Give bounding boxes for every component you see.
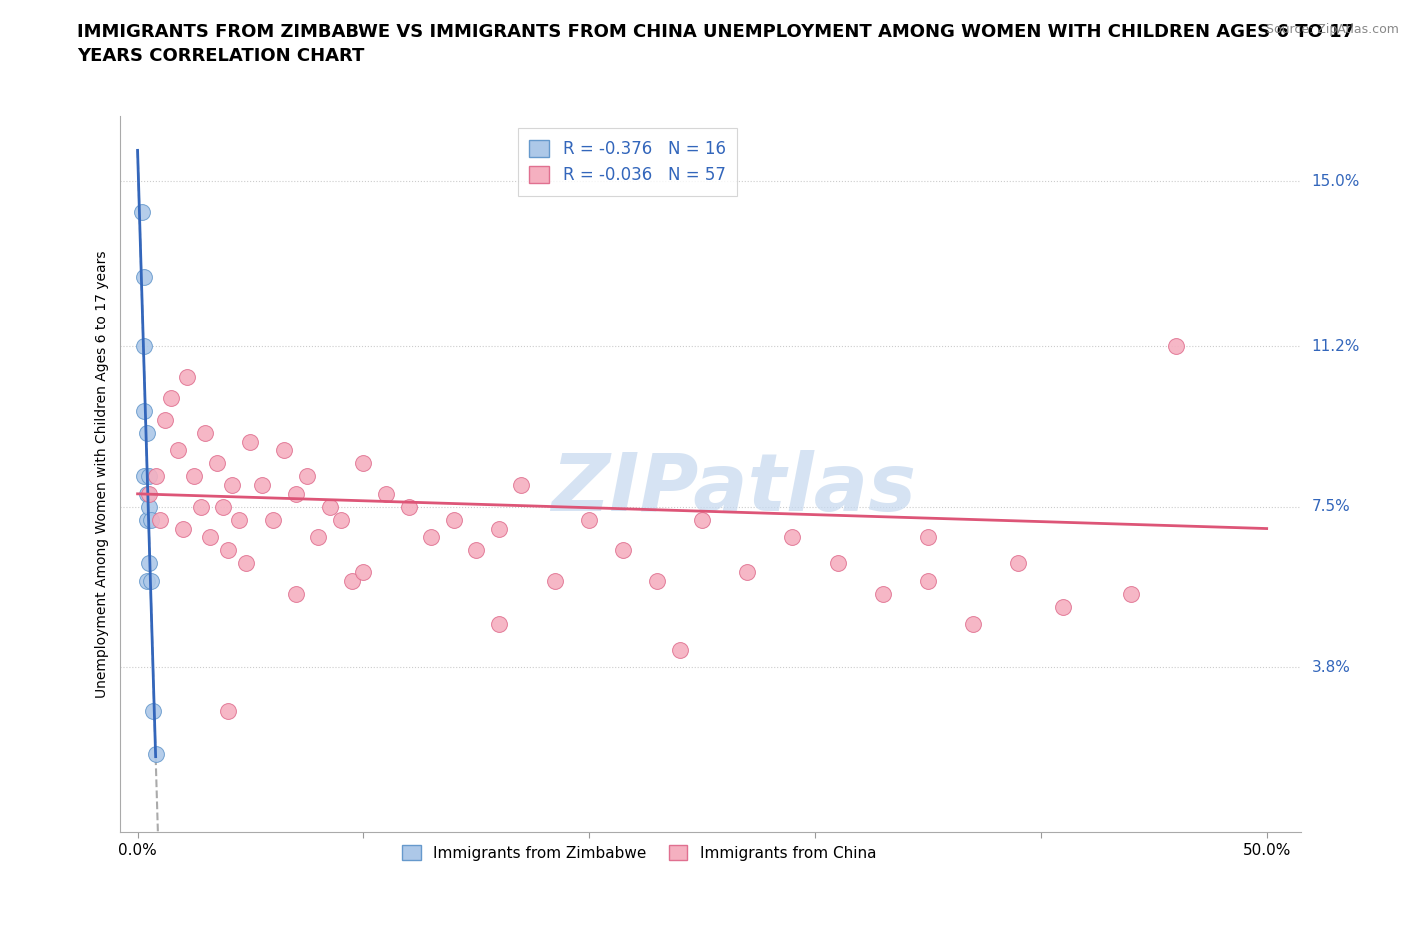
Point [217, 543, 239, 558]
Point [307, 530, 329, 545]
Point [668, 643, 690, 658]
Point [295, 469, 318, 484]
Point [183, 469, 205, 484]
Point [352, 565, 374, 579]
Text: IMMIGRANTS FROM ZIMBABWE VS IMMIGRANTS FROM CHINA UNEMPLOYMENT AMONG WOMEN WITH : IMMIGRANTS FROM ZIMBABWE VS IMMIGRANTS F… [77, 23, 1354, 65]
Point [1007, 556, 1029, 571]
Point [172, 521, 194, 536]
Point [262, 512, 284, 527]
Point [782, 530, 804, 545]
Point [198, 530, 221, 545]
Point [284, 486, 307, 501]
Point [160, 391, 183, 405]
Point [134, 469, 156, 484]
Point [1052, 599, 1074, 614]
Point [190, 499, 212, 514]
Point [205, 456, 228, 471]
Point [134, 270, 156, 285]
Point [235, 556, 257, 571]
Point [398, 499, 420, 514]
Point [134, 404, 156, 418]
Point [139, 512, 162, 527]
Point [1166, 339, 1188, 353]
Point [149, 512, 172, 527]
Point [139, 573, 162, 588]
Point [578, 512, 600, 527]
Y-axis label: Unemployment Among Women with Children Ages 6 to 17 years: Unemployment Among Women with Children A… [96, 250, 110, 698]
Point [153, 413, 176, 428]
Point [329, 512, 352, 527]
Legend: Immigrants from Zimbabwe, Immigrants from China: Immigrants from Zimbabwe, Immigrants fro… [391, 834, 887, 871]
Point [167, 443, 190, 458]
Point [510, 478, 533, 493]
Point [273, 443, 295, 458]
Point [194, 426, 217, 441]
Point [138, 499, 160, 514]
Point [443, 512, 465, 527]
Point [827, 556, 849, 571]
Point [917, 530, 939, 545]
Point [962, 617, 984, 631]
Point [145, 469, 167, 484]
Text: 11.2%: 11.2% [1312, 339, 1360, 353]
Point [284, 586, 307, 601]
Point [1121, 586, 1143, 601]
Point [135, 426, 157, 441]
Point [250, 478, 273, 493]
Point [221, 478, 243, 493]
Point [465, 543, 488, 558]
Point [145, 747, 167, 762]
Point [737, 565, 759, 579]
Point [645, 573, 668, 588]
Point [872, 586, 894, 601]
Point [135, 486, 157, 501]
Point [239, 434, 262, 449]
Text: 7.5%: 7.5% [1312, 499, 1350, 514]
Point [917, 573, 939, 588]
Point [134, 339, 156, 353]
Point [138, 469, 160, 484]
Text: 15.0%: 15.0% [1312, 174, 1360, 189]
Point [135, 573, 157, 588]
Point [228, 512, 250, 527]
Point [544, 573, 567, 588]
Point [217, 703, 239, 718]
Point [138, 556, 160, 571]
Point [690, 512, 713, 527]
Point [142, 703, 165, 718]
Point [488, 521, 510, 536]
Point [375, 486, 398, 501]
Point [318, 499, 340, 514]
Point [131, 205, 153, 219]
Point [612, 543, 634, 558]
Point [352, 456, 374, 471]
Point [135, 512, 157, 527]
Text: Source: ZipAtlas.com: Source: ZipAtlas.com [1265, 23, 1399, 36]
Point [340, 573, 363, 588]
Point [176, 369, 198, 384]
Text: ZIPatlas: ZIPatlas [551, 449, 917, 527]
Point [212, 499, 235, 514]
Point [420, 530, 443, 545]
Point [488, 617, 510, 631]
Text: 3.8%: 3.8% [1312, 660, 1351, 675]
Point [138, 486, 160, 501]
